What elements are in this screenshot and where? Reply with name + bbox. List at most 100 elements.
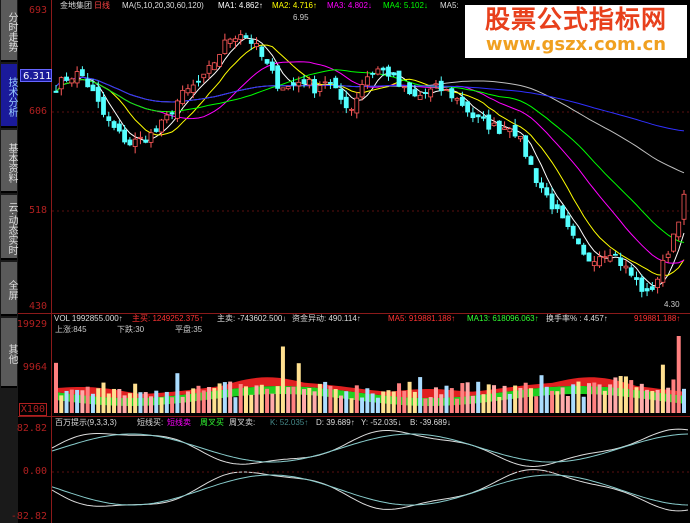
volume-bar	[539, 375, 544, 413]
candle-body	[544, 187, 550, 196]
volume-bar	[402, 390, 407, 413]
volume-bar	[127, 393, 132, 413]
candle-body	[502, 127, 507, 130]
volume-bar	[296, 363, 301, 413]
volume-bar	[608, 384, 613, 413]
volume-bar	[581, 396, 586, 413]
down-count: 下跌:30	[117, 325, 145, 334]
volume-bar	[64, 390, 69, 413]
indicator-y-line	[51, 469, 689, 512]
volume-bar	[154, 390, 159, 413]
vol-ma5: MA5: 919881.188↑	[388, 314, 456, 323]
sidebar-tab[interactable]: 基本资料	[1, 130, 17, 193]
volume-bar	[587, 383, 592, 413]
volume-bar	[370, 393, 375, 413]
candle-body	[607, 255, 613, 262]
candle-body	[74, 71, 80, 84]
candle-body	[306, 78, 312, 86]
sidebar-tab[interactable]: 分时走势	[1, 0, 17, 62]
ma2-value: MA2: 4.716↑	[272, 1, 317, 10]
fund-change: 资金异动: 490.114↑	[292, 314, 361, 323]
volume-bar	[338, 395, 343, 413]
price-tick: 693	[28, 5, 47, 16]
indicator-name[interactable]: 百万提示(9,3,3,3)	[55, 418, 117, 427]
ma1-value: MA1: 4.862↑	[218, 1, 263, 10]
ma-line	[55, 37, 685, 287]
price-tick: 518	[28, 205, 47, 216]
volume-bar	[75, 389, 80, 413]
candle-body	[565, 215, 571, 227]
candle-body	[153, 128, 159, 132]
volume-bar	[328, 385, 333, 413]
candle-body	[58, 77, 64, 90]
candle-body	[602, 256, 608, 259]
candle-body	[122, 129, 128, 143]
volume-bar	[460, 383, 465, 413]
candle-body	[201, 73, 207, 79]
candle-body	[491, 122, 497, 126]
volume-bar	[645, 389, 650, 413]
volume-bar	[85, 386, 90, 413]
candle-body	[481, 116, 486, 119]
candle-body	[312, 79, 317, 94]
candle-body	[243, 35, 249, 38]
candle-body	[343, 96, 349, 109]
sidebar-tab[interactable]: 其他	[1, 318, 17, 388]
candle-body	[116, 123, 122, 132]
sidebar-tab[interactable]: 全屏	[1, 262, 17, 316]
candle-body	[354, 97, 360, 114]
vol-extra: 919881.188↑	[634, 314, 681, 323]
candle-body	[597, 256, 602, 267]
sidebar-tab[interactable]: 技术分析	[1, 64, 17, 128]
candle-body	[581, 244, 587, 255]
candle-body	[523, 135, 529, 157]
candle-body	[681, 193, 687, 220]
volume-bar	[518, 387, 523, 413]
week-sell: 周叉卖:	[229, 418, 256, 427]
volume-bar	[666, 387, 671, 413]
ma-params: MA(5,10,20,30,60,120)	[122, 1, 204, 10]
volume-bar	[317, 383, 322, 413]
indicator-tick: 82.82	[16, 423, 47, 434]
sidebar-tab[interactable]: 云·动态实时	[1, 195, 17, 260]
indicator-b-line	[51, 474, 689, 506]
volume-bar	[323, 381, 328, 413]
candle-body	[586, 252, 592, 262]
candle-body	[507, 128, 513, 133]
volume-bar	[243, 386, 248, 413]
volume-bar	[381, 391, 386, 413]
volume-bar	[655, 389, 660, 413]
main-buy: 主买: 1249252.375↑	[132, 314, 204, 323]
candle-body	[174, 100, 180, 119]
volume-bar	[138, 392, 143, 413]
volume-bar	[69, 389, 74, 413]
volume-bar	[597, 384, 602, 413]
candle-body	[454, 98, 460, 101]
candle-body	[95, 86, 101, 102]
candle-body	[148, 132, 154, 143]
volume-bar	[333, 389, 338, 413]
volume-bar	[344, 391, 349, 413]
volume-bar	[502, 385, 507, 413]
candle-body	[185, 88, 191, 94]
volume-bar	[259, 384, 264, 413]
volume-bar	[159, 397, 164, 413]
volume-bar	[507, 393, 512, 413]
high-annotation: 6.95	[293, 13, 309, 22]
candle-body	[438, 80, 444, 92]
b-value: B: -39.689↓	[410, 418, 451, 427]
volume-bar	[148, 396, 153, 413]
volume-bar	[386, 390, 391, 413]
pane-divider	[18, 313, 690, 314]
volume-bar	[650, 390, 655, 413]
period-label[interactable]: 日线	[94, 1, 110, 10]
candle-body	[396, 70, 402, 87]
volume-bar	[560, 387, 565, 413]
candle-body	[465, 101, 471, 113]
candle-body	[338, 88, 344, 100]
volume-bar	[291, 386, 296, 413]
volume-bar	[613, 377, 618, 413]
candle-body	[470, 112, 476, 119]
candle-body	[449, 88, 455, 99]
